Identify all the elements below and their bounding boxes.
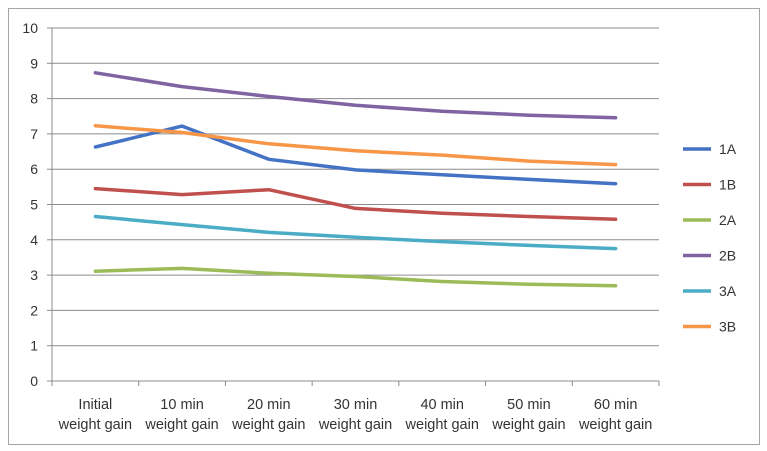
x-tick-label: 60 min weight gain bbox=[578, 397, 652, 433]
x-tick-label: 50 min weight gain bbox=[491, 397, 565, 433]
legend-label: 2B bbox=[719, 248, 736, 264]
x-tick-label: Initial weight gain bbox=[58, 397, 132, 433]
legend: 1A 1B 2A 2B 3A 3B bbox=[683, 141, 737, 335]
y-tick-label: 0 bbox=[30, 373, 38, 389]
series-line-3a bbox=[93, 214, 618, 251]
y-tick-label: 3 bbox=[30, 267, 38, 283]
y-tick-label: 4 bbox=[30, 232, 38, 248]
axes bbox=[47, 27, 660, 386]
legend-label: 3A bbox=[719, 283, 737, 299]
series-line-1a bbox=[93, 124, 618, 186]
y-tick-label: 9 bbox=[30, 55, 38, 71]
y-tick-label: 7 bbox=[30, 126, 38, 142]
gridlines bbox=[52, 27, 659, 347]
x-tick-label: 40 min weight gain bbox=[405, 397, 479, 433]
x-tick-label: 20 min weight gain bbox=[231, 397, 305, 433]
series-line-1b bbox=[93, 186, 618, 222]
y-tick-label: 6 bbox=[30, 161, 38, 177]
series-line-2a bbox=[93, 266, 618, 288]
x-tick-labels: Initial weight gain 10 min weight gain 20 mi… bbox=[58, 397, 653, 433]
legend-label: 1B bbox=[719, 177, 736, 193]
series-line-2b bbox=[93, 71, 618, 120]
x-tick-label: 10 min weight gain bbox=[144, 397, 218, 433]
x-tick-label: 30 min weight gain bbox=[318, 397, 392, 433]
legend-label: 1A bbox=[719, 141, 737, 157]
y-tick-label: 8 bbox=[30, 91, 38, 107]
series-line-3b bbox=[93, 124, 618, 167]
legend-label: 3B bbox=[719, 319, 736, 335]
y-tick-label: 10 bbox=[22, 20, 38, 36]
series-lines bbox=[93, 71, 618, 288]
y-tick-label: 5 bbox=[30, 197, 38, 213]
y-tick-labels: 0 1 2 3 4 5 6 7 8 9 10 bbox=[22, 20, 38, 389]
legend-label: 2A bbox=[719, 212, 737, 228]
y-tick-label: 1 bbox=[30, 338, 38, 354]
y-tick-label: 2 bbox=[30, 302, 38, 318]
chart-frame bbox=[8, 8, 760, 445]
